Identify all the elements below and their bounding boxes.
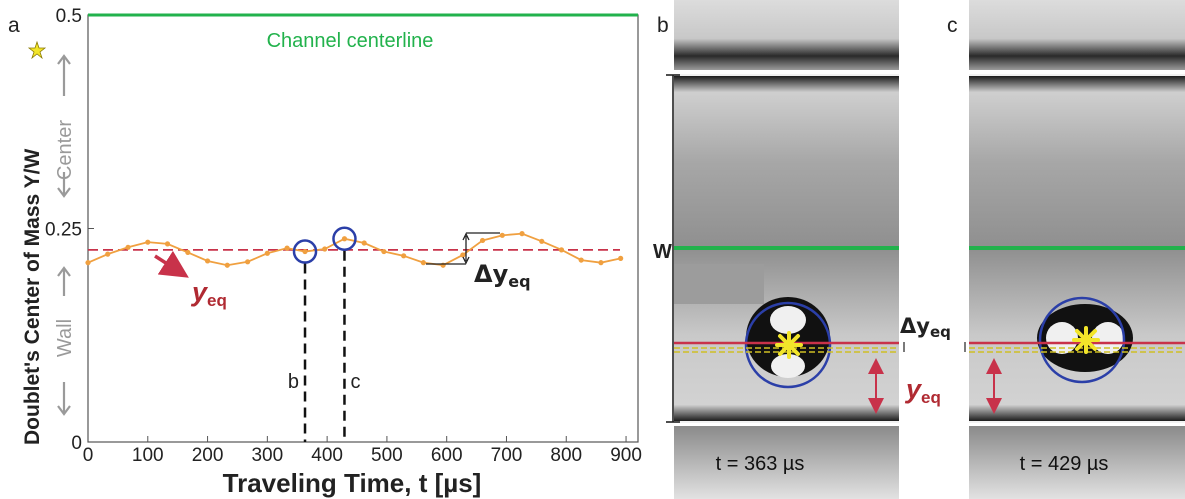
panel-label-a: a xyxy=(8,14,20,37)
data-point xyxy=(284,245,290,251)
x-tick-label: 200 xyxy=(192,445,224,466)
marker-c-label: c xyxy=(350,371,360,393)
data-point xyxy=(264,250,270,256)
yeq-label: yeq xyxy=(190,277,227,310)
data-point xyxy=(519,231,525,237)
svg-text:W: W xyxy=(653,241,672,263)
series-points xyxy=(85,231,624,268)
data-point xyxy=(245,259,251,265)
x-tick-label: 100 xyxy=(132,445,164,466)
panel-label-c: c xyxy=(947,14,958,37)
data-point xyxy=(185,249,191,256)
data-point xyxy=(558,247,565,253)
x-tick-label: 900 xyxy=(610,445,642,466)
data-point xyxy=(164,241,171,247)
y-tick-label: 0.25 xyxy=(45,220,82,241)
x-tick-label: 500 xyxy=(371,445,403,466)
panel-c-time: t = 429 µs xyxy=(1020,453,1109,475)
y-wall-annotation: Wall xyxy=(54,266,76,416)
data-point xyxy=(618,255,624,261)
data-point xyxy=(420,260,426,266)
between-delta-marks xyxy=(903,342,966,352)
panel-b-time: t = 363 µs xyxy=(716,453,805,475)
data-point xyxy=(341,236,348,242)
data-point xyxy=(224,262,230,268)
between-delta-yeq-label: Δyeq xyxy=(900,314,951,341)
data-point xyxy=(401,253,407,259)
panel-c-star-icon xyxy=(1072,326,1100,354)
x-tick-label: 400 xyxy=(311,445,343,466)
y-tick-label: 0.5 xyxy=(56,6,82,27)
data-point xyxy=(85,260,91,266)
y-ticks: 0 0.25 0.5 xyxy=(45,6,94,454)
y-center-annotation: Center xyxy=(54,54,76,198)
x-tick-label: 300 xyxy=(251,445,283,466)
data-point xyxy=(204,258,211,264)
data-point xyxy=(302,248,308,255)
svg-text:Wall: Wall xyxy=(54,319,76,357)
data-point xyxy=(598,260,604,266)
panel-c: t = 429 µs c xyxy=(947,0,1185,499)
panel-b-doublet-circle xyxy=(744,301,832,389)
panel-b: t = 363 µs b xyxy=(657,0,899,499)
panel-label-b: b xyxy=(657,14,669,37)
x-tick-label: 800 xyxy=(550,445,582,466)
data-point xyxy=(578,257,584,263)
marker-b-label: b xyxy=(288,371,299,393)
data-point xyxy=(460,252,466,258)
data-point xyxy=(145,239,151,245)
x-tick-label: 600 xyxy=(431,445,463,466)
data-point xyxy=(361,240,367,246)
marker-c-circle xyxy=(332,226,357,251)
data-point xyxy=(479,237,486,244)
between-yeq-label: yeq xyxy=(904,374,941,407)
yeq-arrow xyxy=(154,250,189,278)
delta-yeq-bracket xyxy=(426,232,500,265)
star-icon xyxy=(27,40,47,60)
x-axis-label: Traveling Time, t [µs] xyxy=(223,468,482,498)
x-ticks: 0 100 200 300 400 500 600 700 800 900 xyxy=(83,436,642,466)
x-tick-label: 700 xyxy=(491,445,523,466)
panel-c-doublet-circle xyxy=(1038,296,1126,384)
centerline-label: Channel centerline xyxy=(267,30,434,52)
width-scale: W xyxy=(653,74,680,423)
plot-frame xyxy=(87,14,639,443)
delta-yeq-label: Δyeq xyxy=(474,260,531,291)
panel-b-star-icon xyxy=(775,331,803,359)
y-tick-label: 0 xyxy=(71,433,82,454)
data-point xyxy=(381,248,387,255)
plot-a: 0 100 200 300 400 500 600 700 800 900 00.250.5 b … xyxy=(8,6,642,498)
x-tick-label: 0 xyxy=(83,445,94,466)
data-point xyxy=(539,238,545,244)
data-point xyxy=(499,232,505,238)
data-point xyxy=(125,244,131,250)
svg-text:Center: Center xyxy=(54,120,76,180)
data-point xyxy=(105,251,111,257)
marker-b-circle xyxy=(292,239,318,264)
data-point xyxy=(322,246,328,252)
y-axis-label: Doublet's Center of Mass Y/W xyxy=(21,149,44,445)
